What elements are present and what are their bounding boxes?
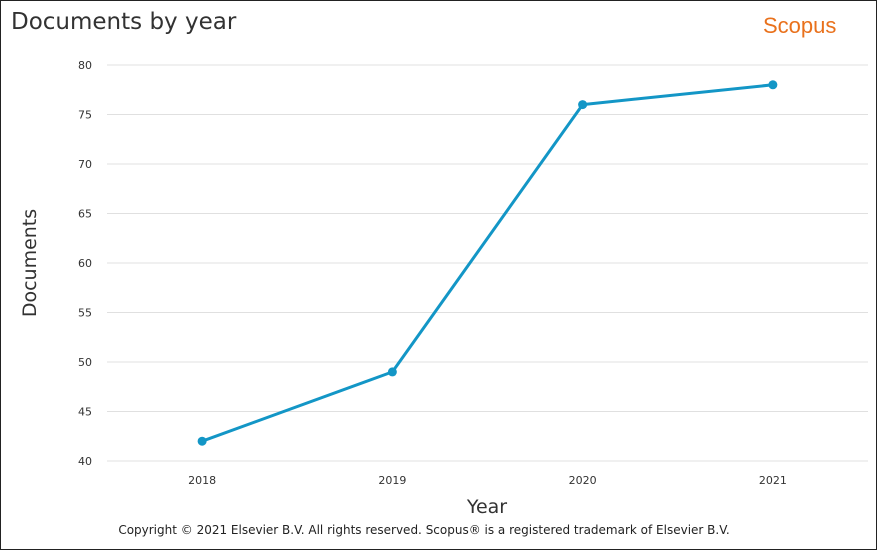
series-line <box>201 83 774 443</box>
chart-title: Documents by year <box>11 9 237 35</box>
x-tick-label: 2020 <box>569 474 597 487</box>
y-tick-label: 75 <box>78 109 92 122</box>
y-tick-label: 60 <box>78 257 92 270</box>
x-tick-labels: 2018 2019 2020 2021 <box>188 474 787 487</box>
y-tick-label: 55 <box>78 307 92 320</box>
grid-lines <box>107 64 868 462</box>
y-tick-label: 50 <box>78 356 92 369</box>
y-tick-label: 65 <box>78 208 92 221</box>
x-axis-label: Year <box>466 496 508 518</box>
y-tick-label: 70 <box>78 158 92 171</box>
y-tick-label: 45 <box>78 406 92 419</box>
data-point <box>387 367 397 377</box>
scopus-logo[interactable]: Scopus <box>763 13 837 38</box>
data-point <box>197 436 207 446</box>
x-tick-label: 2019 <box>378 474 406 487</box>
y-tick-label: 80 <box>78 59 92 72</box>
x-tick-label: 2021 <box>759 474 787 487</box>
series-documents <box>197 80 778 446</box>
y-tick-labels: 40 45 50 55 60 65 70 75 80 <box>78 59 92 468</box>
y-tick-label: 40 <box>78 455 92 468</box>
copyright-notice: Copyright © 2021 Elsevier B.V. All right… <box>118 523 730 537</box>
data-point <box>578 100 588 110</box>
data-point <box>768 80 778 90</box>
x-tick-label: 2018 <box>188 474 216 487</box>
